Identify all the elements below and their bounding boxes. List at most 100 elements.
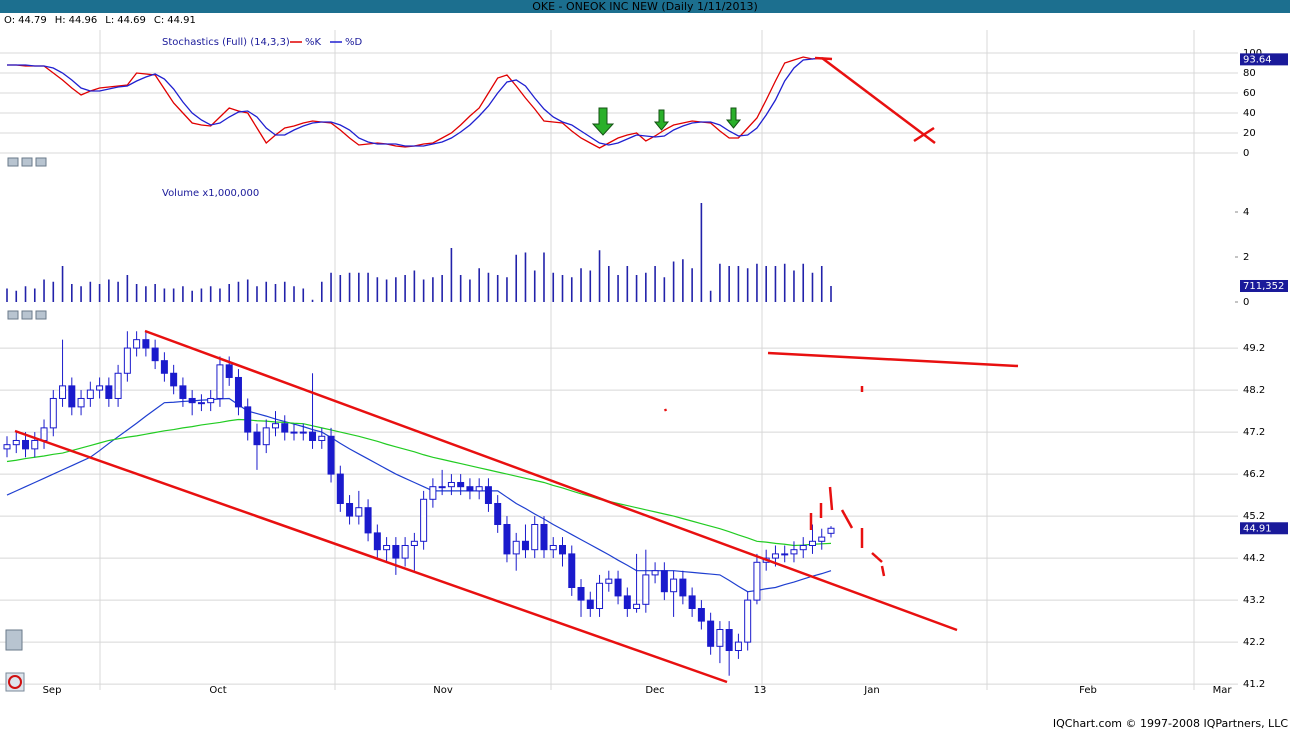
y-tick-label: 4	[1243, 207, 1249, 218]
stoch-line	[7, 57, 832, 147]
y-tick-label: 40	[1243, 108, 1256, 119]
candle-body	[577, 587, 585, 601]
candle-body	[12, 439, 20, 446]
candle-body	[271, 423, 279, 429]
candle-body	[716, 629, 724, 647]
panel-title: Stochastics (Full) (14,3,3)	[162, 37, 290, 48]
y-tick-label: 60	[1243, 88, 1256, 99]
x-tick-label: 13	[754, 685, 767, 696]
drawings	[14, 56, 1019, 684]
candle-body	[623, 595, 631, 610]
icon-button[interactable]	[7, 157, 19, 167]
volume-bar	[663, 277, 666, 302]
candle-body	[96, 385, 104, 391]
volume-bar	[756, 263, 758, 302]
footer-credit: IQChart.com © 1997-2008 IQPartners, LLC	[1053, 717, 1288, 730]
candle-body	[216, 364, 224, 399]
volume-bar	[487, 272, 490, 302]
icon-button[interactable]	[35, 310, 47, 320]
candle-body	[670, 578, 678, 593]
volume-bar	[524, 252, 527, 302]
volume-bar	[320, 281, 323, 302]
volume-bar	[24, 286, 27, 302]
volume-bar	[765, 266, 767, 302]
volume-bar	[617, 275, 619, 302]
y-tick-label: 45.2	[1243, 511, 1265, 522]
candle-body	[697, 608, 705, 622]
volume-bar	[709, 290, 712, 302]
ohlc-readout: O: 44.79 H: 44.96 L: 44.69 C: 44.91	[4, 15, 196, 26]
y-tick-label: 80	[1243, 68, 1256, 79]
volume-bar	[182, 286, 184, 302]
last-value-label: 44.91	[1243, 523, 1272, 534]
volume-bar	[811, 272, 814, 302]
volume-bar	[219, 288, 221, 302]
candle-body	[521, 540, 529, 551]
volume-bar	[293, 286, 295, 302]
volume-bar	[830, 285, 832, 302]
candle-body	[392, 544, 400, 559]
candle-body	[281, 423, 289, 433]
volume-bar	[163, 288, 166, 302]
icon-button[interactable]	[7, 310, 19, 320]
candle-body	[503, 523, 511, 555]
candle-body	[540, 523, 548, 551]
candle-body	[234, 376, 242, 408]
candle-body	[346, 502, 354, 517]
last-value-box	[1240, 53, 1288, 66]
volume-bar	[626, 266, 629, 302]
candle-body	[781, 553, 789, 556]
legend-label: %D	[345, 37, 363, 48]
volume-bar	[311, 299, 314, 302]
volume-bar	[746, 268, 749, 302]
icon-button[interactable]	[21, 157, 33, 167]
chart-title: OKE - ONEOK INC NEW (Daily 1/11/2013)	[532, 0, 758, 13]
volume-bar	[515, 254, 518, 302]
volume-bar	[52, 281, 55, 302]
y-tick-label: 41.2	[1243, 679, 1265, 690]
volume-bar	[283, 281, 286, 302]
y-tick-label: 0	[1243, 148, 1249, 159]
candle-body	[179, 385, 187, 399]
candle-body	[651, 570, 659, 576]
y-tick-label: 44.2	[1243, 553, 1265, 564]
volume-bar	[358, 272, 360, 302]
volume-bar	[209, 286, 212, 302]
y-tick-label: 2	[1243, 252, 1249, 263]
volume-bar	[496, 275, 499, 302]
candle-body	[475, 486, 483, 492]
x-tick-label: Nov	[433, 685, 453, 696]
candle-body	[771, 553, 779, 559]
volume-bar	[561, 275, 564, 302]
candle-body	[77, 397, 85, 408]
candle-body	[753, 561, 761, 601]
panel-title: Volume x1,000,000	[162, 188, 259, 199]
icon-button[interactable]	[21, 310, 33, 320]
volume-bar	[783, 263, 786, 302]
volume-bar	[580, 268, 582, 302]
icon-button[interactable]	[5, 629, 23, 651]
volume-bar	[570, 277, 573, 302]
stoch-line	[7, 56, 832, 149]
ohlc-label: L:	[105, 15, 114, 26]
candle-body	[383, 544, 391, 551]
volume-bar	[737, 266, 740, 302]
volume-bar	[459, 275, 462, 302]
volume-bar	[506, 277, 508, 302]
candle-body	[447, 481, 455, 488]
candle-body	[262, 427, 270, 446]
candle-body	[457, 481, 465, 488]
candle-body	[688, 595, 696, 610]
x-tick-label: Mar	[1213, 685, 1233, 696]
volume-bar	[43, 279, 45, 302]
candle-body	[290, 431, 298, 434]
icon-button[interactable]	[35, 157, 47, 167]
volume-bar	[802, 263, 805, 302]
candle-body	[133, 339, 141, 349]
x-tick-label: Dec	[645, 685, 664, 696]
volume-bar	[654, 266, 656, 302]
candle-body	[466, 486, 474, 492]
volume-bar	[432, 277, 434, 302]
volume-bar	[645, 272, 647, 302]
